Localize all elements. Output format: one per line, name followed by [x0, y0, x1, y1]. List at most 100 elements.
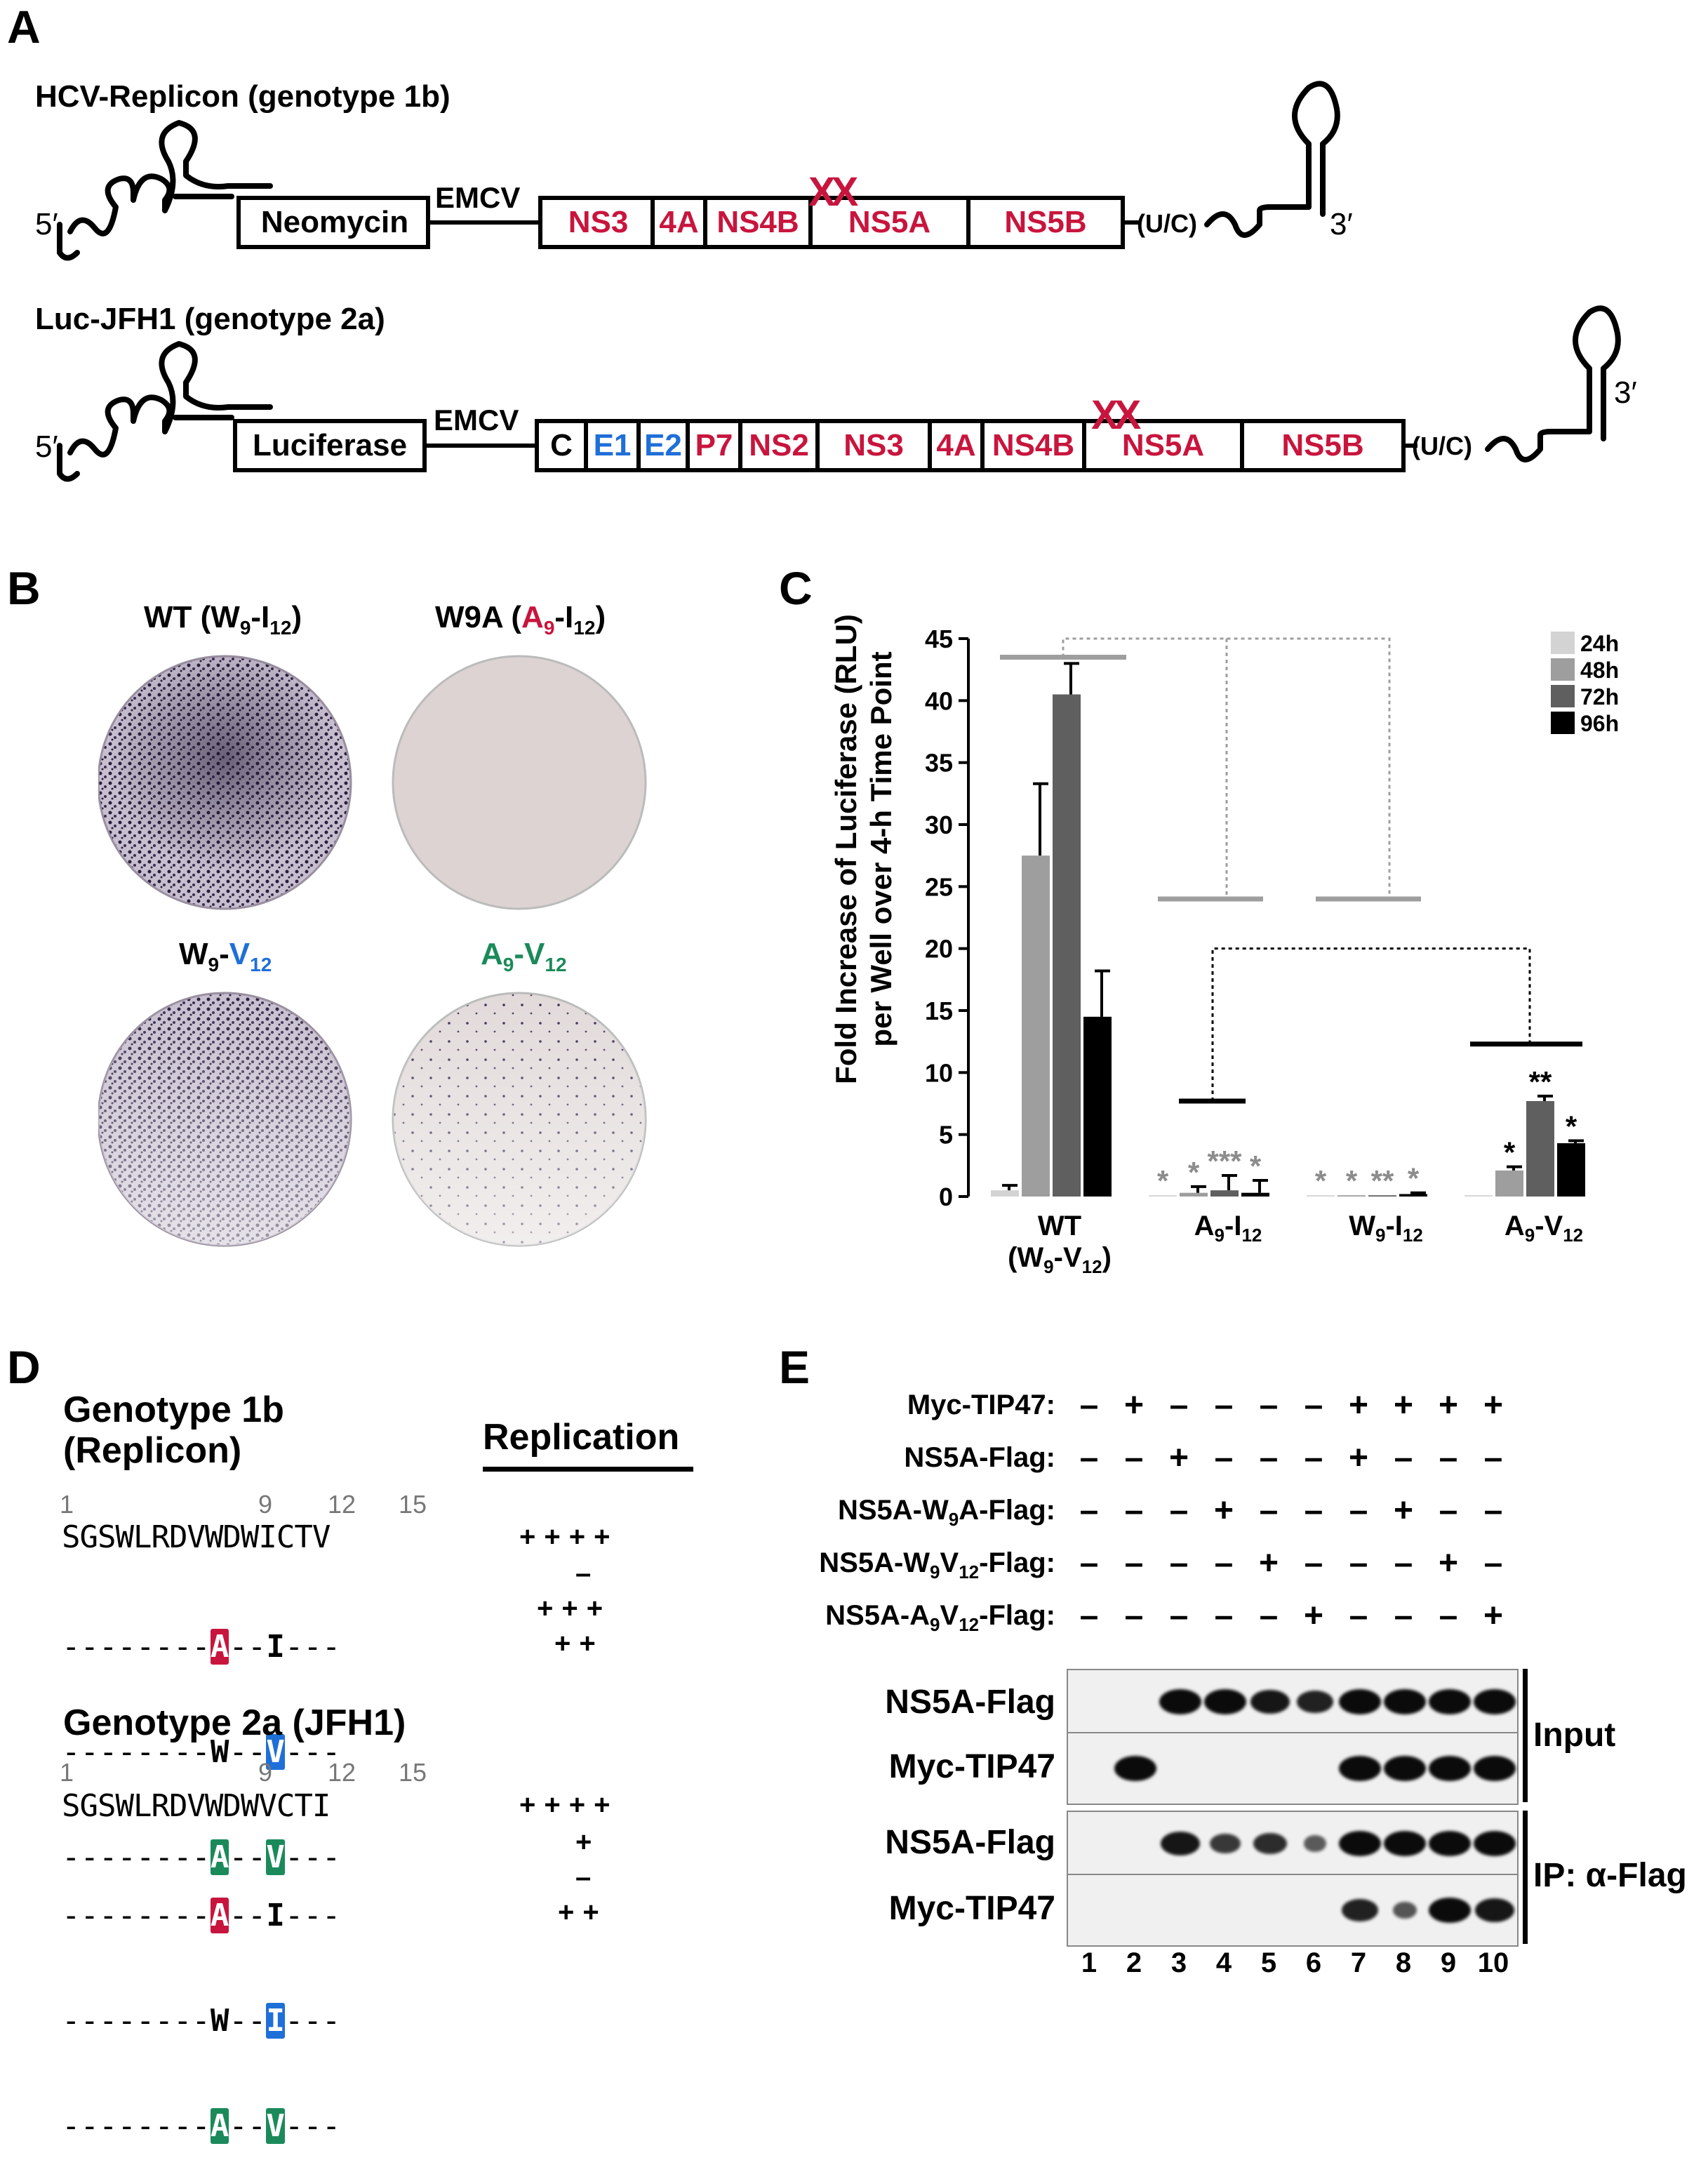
- treatment-mark: –: [1259, 1597, 1279, 1634]
- treatment-mark: –: [1439, 1439, 1458, 1477]
- treatment-mark: –: [1169, 1492, 1189, 1529]
- jfh1-title: Luc-JFH1 (genotype 2a): [35, 302, 385, 336]
- jfh1-e1: E1: [593, 428, 632, 462]
- significance-mark: *: [1504, 1136, 1516, 1169]
- gt2a-row-1: --------A--I---: [62, 1898, 341, 1933]
- plate-w9v12: [98, 992, 352, 1247]
- jfh1-3prime: 3′: [1614, 375, 1637, 410]
- plate-a9v12: [392, 992, 647, 1247]
- bar-24h-1: [1149, 1195, 1177, 1197]
- lane-number: 8: [1395, 1947, 1412, 1978]
- treatment-mark: +: [1393, 1492, 1414, 1529]
- pos-9-gt2a: 9: [258, 1758, 273, 1787]
- gt1b-title: Genotype 1b (Replicon): [63, 1390, 284, 1471]
- gt2a-row1-replication: +: [575, 1827, 601, 1858]
- gt1b-row1-replication: –: [575, 1558, 600, 1589]
- replicon-3utr-structure: [1204, 81, 1340, 238]
- treatment-mark: –: [1124, 1545, 1144, 1582]
- ip-label: IP: α-Flag: [1533, 1857, 1687, 1894]
- treatment-mark: +: [1348, 1439, 1369, 1477]
- treatment-mark: –: [1214, 1439, 1234, 1477]
- y-tick-label: 0: [939, 1182, 953, 1211]
- row-label-ns5a-a9v12: NS5A-A9V12-Flag:: [825, 1600, 1055, 1635]
- blot-band: [1297, 1690, 1333, 1714]
- treatment-mark: –: [1214, 1387, 1234, 1424]
- pos-1-gt1b: 1: [60, 1490, 74, 1519]
- replicon-ns4b: NS4B: [716, 205, 799, 239]
- bar-96h-1: [1241, 1192, 1269, 1197]
- replication-header: Replication: [483, 1417, 680, 1458]
- replicon-uc: (U/C): [1137, 209, 1197, 238]
- panel-label-b: B: [7, 562, 41, 614]
- replicon-mutation-mark: XX: [808, 169, 858, 215]
- gt1b-row-2: --------W--V---: [62, 1734, 341, 1770]
- box-luciferase: [233, 419, 427, 472]
- treatment-mark: –: [1124, 1597, 1144, 1634]
- bar-72h-0: [1053, 694, 1081, 1197]
- replicon-5utr-structure: [67, 120, 273, 236]
- pos-15-gt2a: 15: [399, 1758, 427, 1787]
- comparison-connector: [1211, 947, 1531, 1101]
- treatment-mark: –: [1304, 1545, 1323, 1582]
- blot-band: [1384, 1756, 1426, 1781]
- treatment-mark: –: [1349, 1492, 1368, 1529]
- blot-label-input-myc: Myc-TIP47: [888, 1748, 1055, 1785]
- box-polyprotein-replicon: [538, 196, 1125, 249]
- treatment-mark: –: [1079, 1597, 1099, 1634]
- treatment-mark: –: [1259, 1439, 1279, 1477]
- box-neomycin: [236, 196, 430, 249]
- treatment-mark: +: [1213, 1492, 1234, 1529]
- x-label-a9i12: A9-I12: [1194, 1211, 1262, 1246]
- jfh1-emcv: EMCV: [434, 404, 519, 437]
- blot-band: [1474, 1756, 1516, 1781]
- treatment-mark: –: [1079, 1439, 1099, 1477]
- blot-label-ip-ns5a: NS5A-Flag: [885, 1824, 1055, 1861]
- y-tick-label: 25: [925, 872, 953, 901]
- gt2a-title: Genotype 2a (JFH1): [63, 1702, 406, 1743]
- gt1b-row-1: --------A--I---: [62, 1629, 341, 1665]
- replicon-emcv: EMCV: [435, 181, 521, 214]
- gt1b-mutant-rows: --------A--I--- --------W--V--- --------…: [62, 1559, 340, 1910]
- y-tick-label: 35: [925, 749, 953, 778]
- treatment-matrix: – + – – – – + + + + – – + – – – + – – – – – – + – – – + – – – – – – + – – – + –…: [1067, 1386, 1516, 1653]
- plate-label-w9v12: W9-V12: [179, 937, 272, 975]
- blot-ip-ns5a: [1067, 1811, 1519, 1877]
- input-bracket: [1523, 1669, 1528, 1802]
- bar-72h-1: [1210, 1190, 1239, 1197]
- lane-number: 5: [1260, 1947, 1277, 1978]
- treatment-mark: –: [1214, 1597, 1234, 1634]
- legend-swatch-48h: [1551, 658, 1575, 681]
- lane-number: 1: [1081, 1947, 1097, 1978]
- jfh1-c: C: [550, 428, 573, 462]
- blot-band: [1339, 1756, 1381, 1781]
- gt2a-row3-replication: ++: [558, 1897, 608, 1928]
- treatment-mark: +: [1168, 1439, 1189, 1477]
- blot-input-myc: [1067, 1732, 1519, 1805]
- lane-number: 6: [1305, 1947, 1322, 1978]
- jfh1-4a: 4A: [936, 428, 976, 462]
- treatment-mark: +: [1258, 1545, 1279, 1582]
- legend-swatch-96h: [1551, 712, 1575, 734]
- lane-numbers: 1 2 3 4 5 6 7 8 9 10: [1067, 1947, 1516, 1978]
- treatment-mark: –: [1483, 1439, 1503, 1477]
- significance-mark: *: [1566, 1110, 1577, 1143]
- jfh1-3utr-structure: [1485, 305, 1621, 462]
- bar-48h-3: [1495, 1170, 1523, 1197]
- gt1b-wt-replication: ++++: [519, 1521, 619, 1552]
- treatment-mark: +: [1123, 1387, 1145, 1424]
- blot-band: [1475, 1898, 1514, 1923]
- bar-48h-2: [1337, 1195, 1366, 1197]
- x-label-a9v12: A9-V12: [1504, 1211, 1584, 1246]
- blot-band: [1204, 1689, 1246, 1714]
- treatment-mark: –: [1259, 1492, 1279, 1529]
- gt1b-row2-replication: +++: [537, 1593, 612, 1624]
- legend-label-24h: 24h: [1580, 631, 1619, 656]
- panel-label-c: C: [779, 562, 813, 614]
- significance-mark: *: [1315, 1164, 1327, 1197]
- legend-swatch-24h: [1551, 632, 1575, 654]
- replication-underline: [483, 1467, 693, 1472]
- gt1b-row-3: --------A--V---: [62, 1839, 341, 1875]
- replicon-3prime: 3′: [1330, 207, 1353, 241]
- bar-72h-3: [1526, 1100, 1554, 1197]
- comparison-connector: [1062, 637, 1391, 899]
